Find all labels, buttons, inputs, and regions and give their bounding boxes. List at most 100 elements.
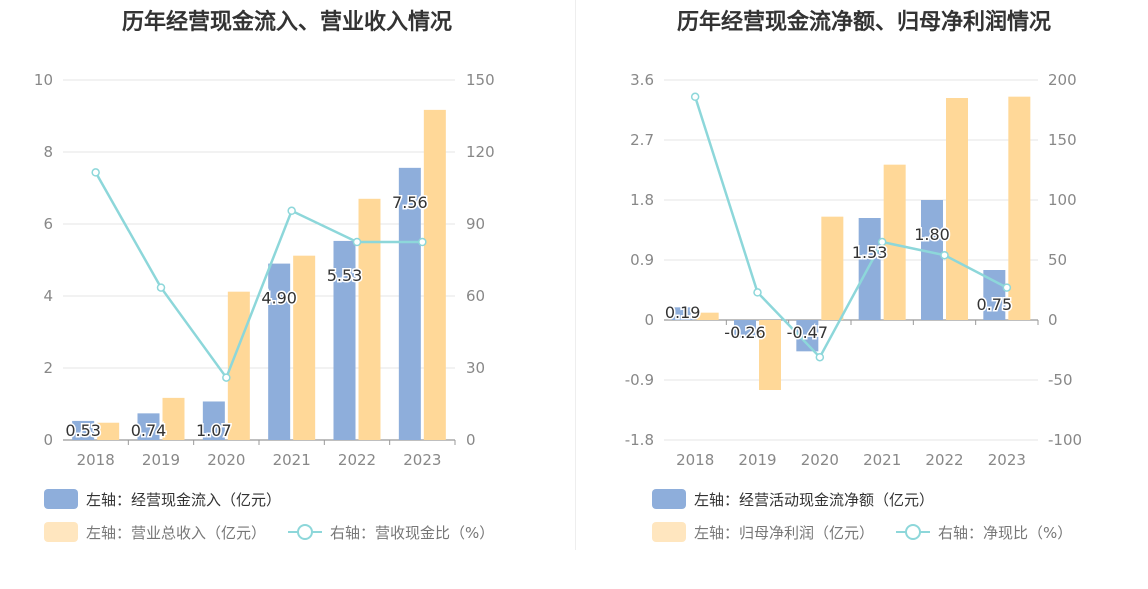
bar <box>734 320 756 338</box>
bar-data-label: 1.80 <box>914 225 950 244</box>
bar <box>946 98 968 320</box>
bar <box>162 397 185 440</box>
chart-panel-right: 历年经营现金流净额、归母净利润情况 -1.8 -0.9 0 0.9 1.8 2.7 3.6-… <box>577 0 1148 550</box>
bar-data-label: 0.75 <box>977 295 1013 314</box>
y-left-tick-label: 4 <box>43 287 53 305</box>
line-point <box>222 373 231 382</box>
legend-label: 左轴：经营活动现金流净额（亿元） <box>694 490 935 509</box>
bar-data-label: 1.53 <box>852 243 888 262</box>
bar-series <box>671 200 1006 352</box>
legend-swatch <box>44 489 78 509</box>
line-point <box>690 92 700 102</box>
bar-data-label: 1.07 <box>196 421 232 440</box>
legend-label: 左轴：营业总收入（亿元） <box>86 523 267 542</box>
x-tick-label: 2019 <box>142 451 180 469</box>
x-tick-label: 2021 <box>863 451 901 469</box>
chart-panel-left: 历年经营现金流入、营业收入情况 0 2 4 6 8 10 0 30 60 90 120 150 2018… <box>0 0 574 550</box>
y-right-tick-label: -100 <box>1048 431 1082 449</box>
bar <box>1008 96 1031 321</box>
chart-title: 历年经营现金流净额、归母净利润情况 <box>676 10 1051 35</box>
bar-data-label: -0.26 <box>724 323 765 342</box>
bar <box>759 320 781 390</box>
legend-item-cash-inflow[interactable]: 左轴：经营现金流入（亿元） <box>44 489 281 510</box>
legend-item-net-cash-flow[interactable]: 左轴：经营活动现金流净额（亿元） <box>652 489 934 510</box>
line-point <box>940 250 949 260</box>
bar-data-label: -0.47 <box>787 323 828 342</box>
bar <box>983 270 1006 320</box>
y-right-tick-label: 200 <box>1048 71 1077 89</box>
x-tick-label: 2018 <box>77 451 115 469</box>
x-tick-label: 2023 <box>403 451 441 469</box>
x-tick-label: 2018 <box>676 451 714 469</box>
legend-line-icon <box>896 522 931 542</box>
legend-item-revenue[interactable]: 左轴：营业总收入（亿元） <box>44 522 266 543</box>
chart-title: 历年经营现金流入、营业收入情况 <box>121 10 452 35</box>
bar-data-label: 7.56 <box>392 193 428 212</box>
line-point <box>815 352 825 362</box>
legend-item-net-profit[interactable]: 左轴：归母净利润（亿元） <box>652 522 874 543</box>
x-tick-label: 2020 <box>207 451 245 469</box>
x-tick-label: 2020 <box>801 451 839 469</box>
y-right-tick-label: 120 <box>466 143 495 161</box>
bar-series <box>696 96 1031 390</box>
bar-data-label: 0.74 <box>131 421 167 440</box>
panel-divider <box>575 0 576 550</box>
chart-plot: -1.8 -0.9 0 0.9 1.8 2.7 3.6 -100 -50 0 50 100 150 200… <box>625 71 1082 469</box>
line-point <box>753 288 762 297</box>
y-left-tick-label: 6 <box>43 215 53 233</box>
chart-plot: 0 2 4 6 8 10 0 30 60 90 120 150 2018 2019 2020 2021 2022… <box>34 71 495 469</box>
y-left-tick-label: 0 <box>43 431 53 449</box>
legend: 左轴：经营活动现金流净额（亿元） 左轴：归母净利润（亿元） 右轴：净现比（%） <box>652 484 1094 550</box>
legend-item-net-cash-ratio[interactable]: 右轴：净现比（%） <box>896 522 1072 543</box>
y-right-tick-label: 100 <box>1048 191 1077 209</box>
bar <box>883 164 906 320</box>
y-right-tick-label: 30 <box>466 359 485 377</box>
legend-swatch <box>652 522 686 542</box>
y-left-tick-label: 2 <box>43 359 53 377</box>
legend-swatch <box>44 522 78 542</box>
y-right-tick-label: 60 <box>466 287 485 305</box>
bar <box>97 422 120 440</box>
line-point <box>418 237 427 247</box>
line-point <box>1002 283 1012 292</box>
line-point <box>877 237 887 247</box>
bar-data-label: 4.90 <box>261 289 297 308</box>
y-left-tick-label: 2.7 <box>630 131 654 149</box>
bar <box>671 307 694 320</box>
x-tick-label: 2019 <box>738 451 776 469</box>
bar-data-label: 0.19 <box>665 303 701 322</box>
bar-data-label: 0.53 <box>65 421 101 440</box>
bar <box>358 198 381 440</box>
y-right-tick-label: 150 <box>466 71 495 89</box>
x-tick-label: 2021 <box>273 451 311 469</box>
bar <box>137 413 160 440</box>
line-point <box>91 168 100 177</box>
legend-item-ratio[interactable]: 右轴：营收现金比（%） <box>288 522 494 543</box>
y-right-tick-label: -50 <box>1048 371 1073 389</box>
bar <box>921 200 943 320</box>
y-right-tick-label: 150 <box>1048 131 1077 149</box>
legend: 左轴：经营现金流入（亿元） 左轴：营业总收入（亿元） 右轴：营收现金比（%） <box>44 484 516 550</box>
legend-label: 左轴：经营现金流入（亿元） <box>86 490 282 509</box>
bar <box>821 216 844 320</box>
bar <box>268 263 291 440</box>
legend-label: 右轴：净现比（%） <box>938 523 1073 542</box>
y-right-tick-label: 50 <box>1048 251 1067 269</box>
y-left-tick-label: 1.8 <box>630 191 654 209</box>
legend-label: 左轴：归母净利润（亿元） <box>694 523 875 542</box>
x-tick-label: 2022 <box>925 451 963 469</box>
bar <box>796 320 819 352</box>
y-left-tick-label: 0 <box>644 311 654 329</box>
y-right-tick-label: 0 <box>1048 311 1058 329</box>
y-left-tick-label: 3.6 <box>630 71 654 89</box>
legend-swatch <box>652 489 686 509</box>
bar <box>202 401 225 440</box>
bar <box>696 312 719 320</box>
y-right-tick-label: 0 <box>466 431 476 449</box>
bar <box>72 420 95 440</box>
y-left-tick-label: 8 <box>43 143 53 161</box>
y-left-tick-label: -0.9 <box>625 371 654 389</box>
line-point <box>352 237 362 247</box>
x-tick-label: 2022 <box>338 451 376 469</box>
bar <box>858 218 881 320</box>
